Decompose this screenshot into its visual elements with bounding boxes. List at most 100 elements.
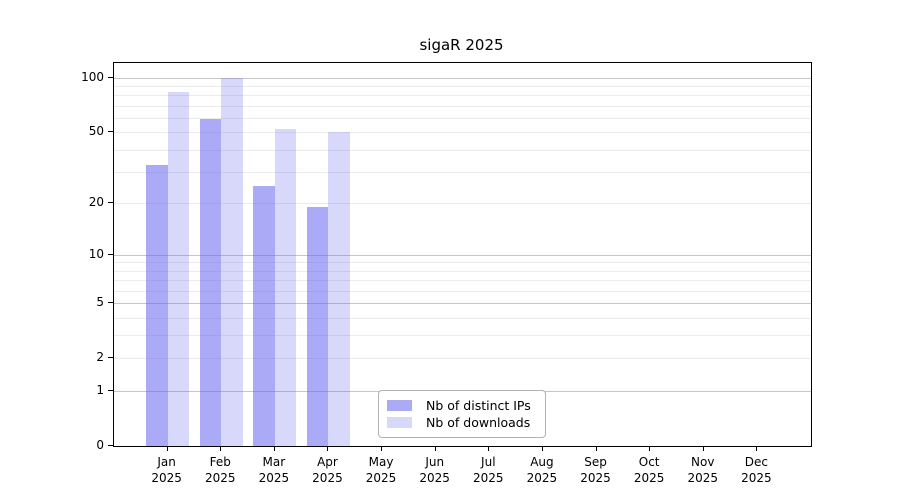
y-axis-tick (108, 357, 113, 359)
legend-entry-distinct-ips: Nb of distinct IPs (387, 397, 545, 413)
x-axis-label: Jan 2025 (139, 454, 195, 486)
bar-distinct-ips (306, 206, 329, 446)
y-axis-label: 20 (88, 195, 104, 210)
y-axis-tick (108, 76, 113, 78)
y-axis-label: 10 (88, 246, 104, 261)
x-axis-tick (381, 446, 383, 451)
x-axis-label-line: 2025 (741, 471, 772, 485)
bar-downloads (167, 92, 190, 446)
x-axis-label-line: Apr (317, 455, 338, 469)
gridline-minor (114, 95, 811, 97)
x-axis-tick (166, 446, 168, 451)
gridline-minor (114, 203, 811, 205)
x-axis-label-line: Aug (530, 455, 554, 469)
gridline-minor (114, 358, 811, 360)
x-axis-label: Jul 2025 (460, 454, 516, 486)
x-axis-label: Jun 2025 (407, 454, 463, 486)
x-axis-tick (649, 446, 651, 451)
x-axis-tick (541, 446, 543, 451)
x-axis-label: Aug 2025 (514, 454, 570, 486)
x-axis-label-line: Oct (638, 455, 660, 469)
legend-entry-downloads: Nb of downloads (387, 414, 545, 430)
y-axis-tick (108, 202, 113, 204)
y-axis-label: 5 (96, 295, 104, 309)
plot-area (113, 62, 812, 447)
x-axis-label: Apr 2025 (299, 454, 355, 486)
x-axis-label-line: May (368, 455, 394, 469)
y-axis-label: 1 (96, 382, 104, 397)
chart-title: sigaR 2025 (419, 36, 504, 54)
legend: Nb of distinct IPs Nb of downloads (378, 390, 546, 438)
x-axis-label: Nov 2025 (675, 454, 731, 486)
x-axis-label-line: 2025 (204, 471, 236, 485)
x-axis-label: May 2025 (353, 454, 409, 486)
y-axis-label: 2 (96, 350, 104, 365)
gridline-minor (114, 149, 811, 151)
x-axis-label-line: 2025 (526, 471, 558, 485)
x-axis-label: Sep 2025 (568, 454, 624, 486)
x-axis-label-line: Dec (744, 455, 768, 469)
x-axis-tick (702, 446, 704, 451)
x-axis-label-line: 2025 (258, 471, 290, 485)
bar-distinct-ips (199, 119, 222, 446)
x-axis-label-line: Mar (262, 455, 286, 469)
y-axis-label: 50 (88, 124, 104, 139)
x-axis-label-line: 2025 (312, 471, 343, 485)
gridline-major (114, 303, 811, 304)
x-axis-label-line: 2025 (473, 471, 504, 485)
legend-label-distinct-ips: Nb of distinct IPs (426, 397, 531, 413)
gridline-minor (114, 262, 811, 264)
x-axis-label-line: Feb (209, 455, 231, 469)
gridline-minor (114, 335, 811, 337)
legend-swatch-downloads (387, 417, 412, 428)
legend-swatch-distinct-ips (387, 400, 412, 411)
y-axis-tick (108, 445, 113, 446)
legend-label-downloads: Nb of downloads (426, 414, 531, 430)
y-axis-tick (108, 131, 113, 133)
bar-distinct-ips (253, 185, 275, 446)
x-axis-tick (434, 446, 436, 451)
gridline-minor (114, 117, 811, 119)
x-axis-label-line: 2025 (365, 471, 397, 485)
gridline-minor (114, 171, 811, 173)
bar-downloads (221, 77, 243, 446)
bar-distinct-ips (146, 164, 168, 446)
x-axis-label-line: Jan (157, 455, 176, 469)
x-axis-label: Oct 2025 (621, 454, 677, 486)
gridline-minor (114, 290, 811, 292)
y-axis-tick (108, 389, 113, 391)
y-axis-tick (108, 302, 113, 303)
x-axis-label-line: 2025 (580, 471, 611, 485)
gridline-minor (114, 105, 811, 107)
x-axis-tick (756, 446, 758, 451)
gridline-minor (114, 317, 811, 319)
x-axis-tick (488, 446, 490, 451)
gridline-minor (114, 280, 811, 282)
gridline-minor (114, 86, 811, 88)
x-axis-tick (273, 446, 275, 451)
gridline-major (114, 254, 811, 256)
x-axis-label-line: 2025 (151, 471, 182, 485)
x-axis-tick (327, 446, 329, 451)
x-axis-label-line: Sep (584, 455, 607, 469)
x-axis-tick (220, 446, 222, 451)
x-axis-label: Feb 2025 (192, 454, 248, 486)
gridline-major (114, 77, 811, 79)
x-axis-label-line: Nov (691, 455, 715, 469)
y-axis-label: 0 (96, 438, 104, 452)
x-axis-label-line: 2025 (419, 471, 450, 485)
x-axis-tick (595, 446, 597, 451)
gridline-minor (114, 270, 811, 272)
x-axis-label-line: Jun (425, 455, 445, 469)
y-axis-tick (108, 253, 113, 255)
bar-downloads (274, 129, 297, 446)
gridline-minor (114, 132, 811, 134)
bar-downloads (328, 132, 350, 446)
x-axis-label-line: 2025 (687, 471, 719, 485)
x-axis-label-line: 2025 (633, 471, 665, 485)
x-axis-label: Mar 2025 (246, 454, 302, 486)
y-axis-label: 100 (81, 69, 104, 84)
x-axis-label-line: Jul (481, 455, 496, 469)
x-axis-label: Dec 2025 (728, 454, 784, 486)
